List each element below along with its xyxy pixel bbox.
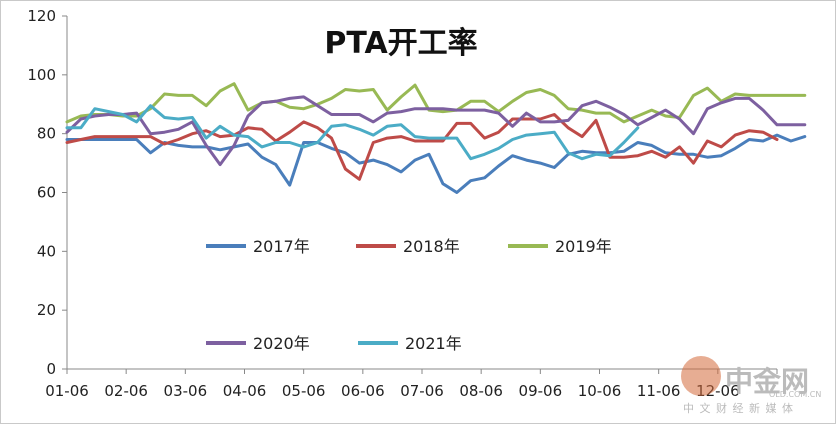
y-tick-label: 40 bbox=[37, 242, 56, 260]
y-tick-label: 80 bbox=[37, 125, 56, 143]
x-tick-label: 03-06 bbox=[164, 382, 208, 400]
y-tick-label: 60 bbox=[37, 184, 56, 202]
legend-label: 2017年 bbox=[253, 237, 310, 256]
legend: 2017年 2018年 2019年 2020年 2021年 bbox=[206, 237, 612, 353]
series-line-1 bbox=[65, 113, 779, 181]
series-line-3 bbox=[65, 95, 807, 167]
chart-title: PTA开工率 bbox=[324, 26, 477, 61]
legend-label: 2021年 bbox=[405, 334, 462, 353]
watermark-tagline: 中 文 财 经 新 媒 体 bbox=[683, 401, 794, 415]
x-tick-label: 01-06 bbox=[45, 382, 89, 400]
legend-label: 2018年 bbox=[403, 237, 460, 256]
x-tick-label: 08-06 bbox=[459, 382, 503, 400]
y-tick-label: 120 bbox=[27, 7, 56, 25]
watermark-logo-icon bbox=[681, 356, 721, 396]
y-tick-label: 20 bbox=[37, 301, 56, 319]
series-lines bbox=[65, 82, 807, 194]
watermark-url: OLD.COM.CN bbox=[769, 390, 821, 399]
x-tick-label: 10-06 bbox=[578, 382, 622, 400]
legend-label: 2020年 bbox=[253, 334, 310, 353]
x-tick-label: 09-06 bbox=[519, 382, 563, 400]
watermark-brand: 中金网 bbox=[725, 365, 809, 398]
series-line-2 bbox=[65, 82, 807, 124]
y-tick-label: 100 bbox=[27, 66, 56, 84]
legend-label: 2019年 bbox=[555, 237, 612, 256]
x-tick-label: 05-06 bbox=[282, 382, 326, 400]
watermark: 中金网 OLD.COM.CN 中 文 财 经 新 媒 体 bbox=[681, 356, 821, 415]
y-tick-label: 0 bbox=[46, 360, 56, 378]
series-line-4 bbox=[65, 104, 640, 161]
series-line-0 bbox=[65, 133, 807, 194]
x-tick-label: 02-06 bbox=[104, 382, 148, 400]
x-tick-label: 07-06 bbox=[400, 382, 444, 400]
axes: 0 20 40 60 80 100 120 01-06 02-06 03-06 04-06 05-06… bbox=[27, 7, 778, 400]
x-tick-label: 11-06 bbox=[637, 382, 681, 400]
x-tick-label: 04-06 bbox=[223, 382, 267, 400]
x-tick-label: 06-06 bbox=[341, 382, 385, 400]
